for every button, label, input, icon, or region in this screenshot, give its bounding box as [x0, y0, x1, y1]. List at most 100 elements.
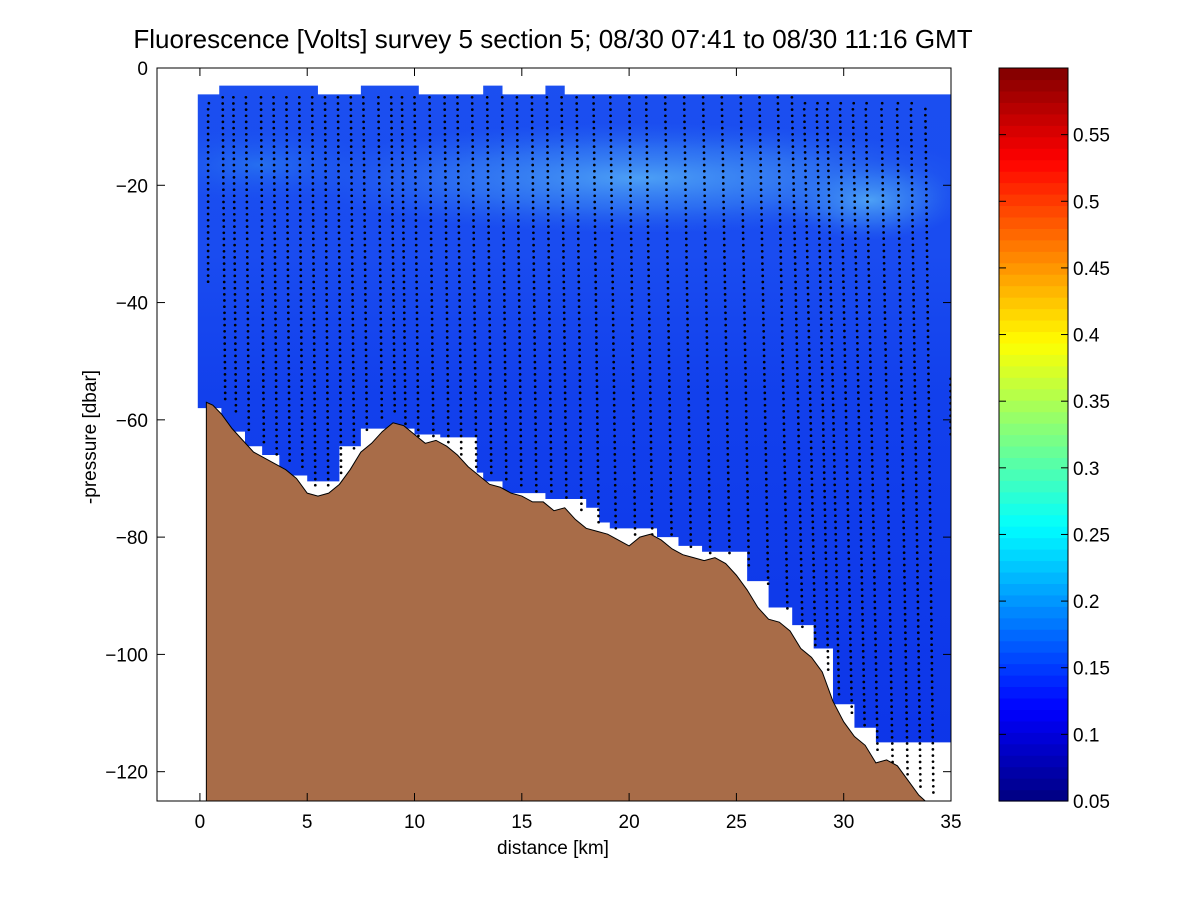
cast-point: [400, 114, 404, 118]
cast-point: [799, 557, 803, 561]
cast-point: [780, 286, 783, 290]
cast-point: [610, 194, 613, 198]
cast-point: [706, 391, 710, 395]
cast-point: [926, 360, 930, 363]
cast-point: [339, 391, 342, 395]
cast-point: [560, 145, 564, 148]
cast-point: [458, 299, 461, 302]
cast-point: [459, 422, 463, 426]
colorbar-level: [999, 239, 1068, 252]
cast-point: [663, 102, 667, 105]
cast-point: [517, 305, 521, 309]
cast-point: [741, 219, 745, 222]
cast-point: [470, 102, 474, 105]
cast-point: [532, 225, 535, 228]
cast-point: [914, 452, 918, 456]
cast-point: [379, 342, 383, 345]
cast-point: [867, 274, 871, 277]
cast-point: [260, 243, 264, 247]
cast-point: [546, 139, 549, 142]
cast-point: [803, 151, 807, 154]
cast-point: [669, 483, 673, 487]
cast-point: [560, 95, 563, 99]
cast-point: [326, 453, 330, 456]
cast-point: [325, 323, 329, 327]
cast-point: [897, 237, 901, 240]
cast-point: [428, 126, 432, 130]
cast-point: [244, 108, 248, 111]
cast-point: [391, 256, 395, 259]
cast-point: [744, 409, 748, 413]
cast-point: [431, 379, 435, 382]
cast-point: [488, 317, 491, 321]
cast-point: [312, 256, 315, 259]
cast-point: [644, 102, 648, 105]
cast-point: [631, 379, 635, 382]
cast-point: [471, 176, 475, 179]
cast-point: [561, 163, 564, 167]
cast-point: [833, 483, 837, 487]
cast-point: [776, 95, 780, 99]
cast-point: [799, 545, 803, 549]
cast-point: [917, 668, 921, 671]
cast-point: [759, 200, 763, 204]
cast-point: [261, 329, 265, 333]
cast-point: [817, 194, 820, 197]
cast-point: [222, 206, 225, 210]
cast-point: [915, 508, 918, 511]
cast-point: [887, 538, 891, 542]
cast-point: [823, 495, 827, 499]
cast-point: [839, 101, 843, 105]
cast-point: [457, 256, 461, 259]
cast-point: [547, 262, 551, 265]
y-tick-label: −120: [105, 763, 148, 784]
cast-point: [503, 354, 507, 358]
cast-point: [811, 526, 815, 530]
cast-point: [817, 188, 820, 191]
cast-point: [887, 526, 890, 530]
cast-point: [805, 224, 809, 228]
cast-point: [860, 588, 864, 591]
cast-point: [459, 453, 463, 456]
cast-point: [707, 496, 711, 499]
cast-point: [818, 274, 822, 277]
cast-point: [849, 668, 853, 671]
cast-point: [846, 508, 850, 511]
cast-point: [931, 784, 935, 788]
cast-point: [683, 132, 687, 136]
cast-point: [855, 317, 859, 321]
cast-point: [628, 151, 632, 155]
cast-point: [727, 483, 730, 487]
cast-point: [474, 440, 478, 444]
cast-point: [685, 274, 689, 278]
cast-point: [578, 373, 582, 376]
cast-point: [518, 391, 522, 395]
cast-point: [899, 317, 902, 321]
cast-point: [929, 606, 933, 610]
cast-point: [501, 182, 505, 185]
cast-point: [456, 102, 459, 105]
cast-point: [848, 606, 852, 610]
cast-point: [363, 194, 366, 198]
cast-point: [597, 502, 600, 506]
cast-point: [275, 434, 278, 438]
cast-point: [744, 373, 747, 376]
cast-point: [851, 126, 855, 130]
cast-point: [546, 206, 550, 210]
cast-point: [875, 711, 879, 715]
cast-point: [393, 385, 396, 389]
cast-point: [869, 366, 872, 370]
cast-point: [930, 618, 933, 622]
cast-point: [365, 409, 369, 413]
cast-point: [247, 373, 250, 376]
cast-point: [430, 329, 434, 333]
cast-point: [915, 551, 919, 555]
cast-profile: [825, 101, 841, 696]
colorbar-level: [999, 423, 1068, 436]
cast-point: [883, 317, 887, 321]
cast-point: [727, 539, 731, 542]
cast-point: [917, 686, 921, 690]
cast-point: [351, 286, 354, 290]
cast-point: [688, 459, 691, 462]
cast-point: [275, 453, 279, 456]
